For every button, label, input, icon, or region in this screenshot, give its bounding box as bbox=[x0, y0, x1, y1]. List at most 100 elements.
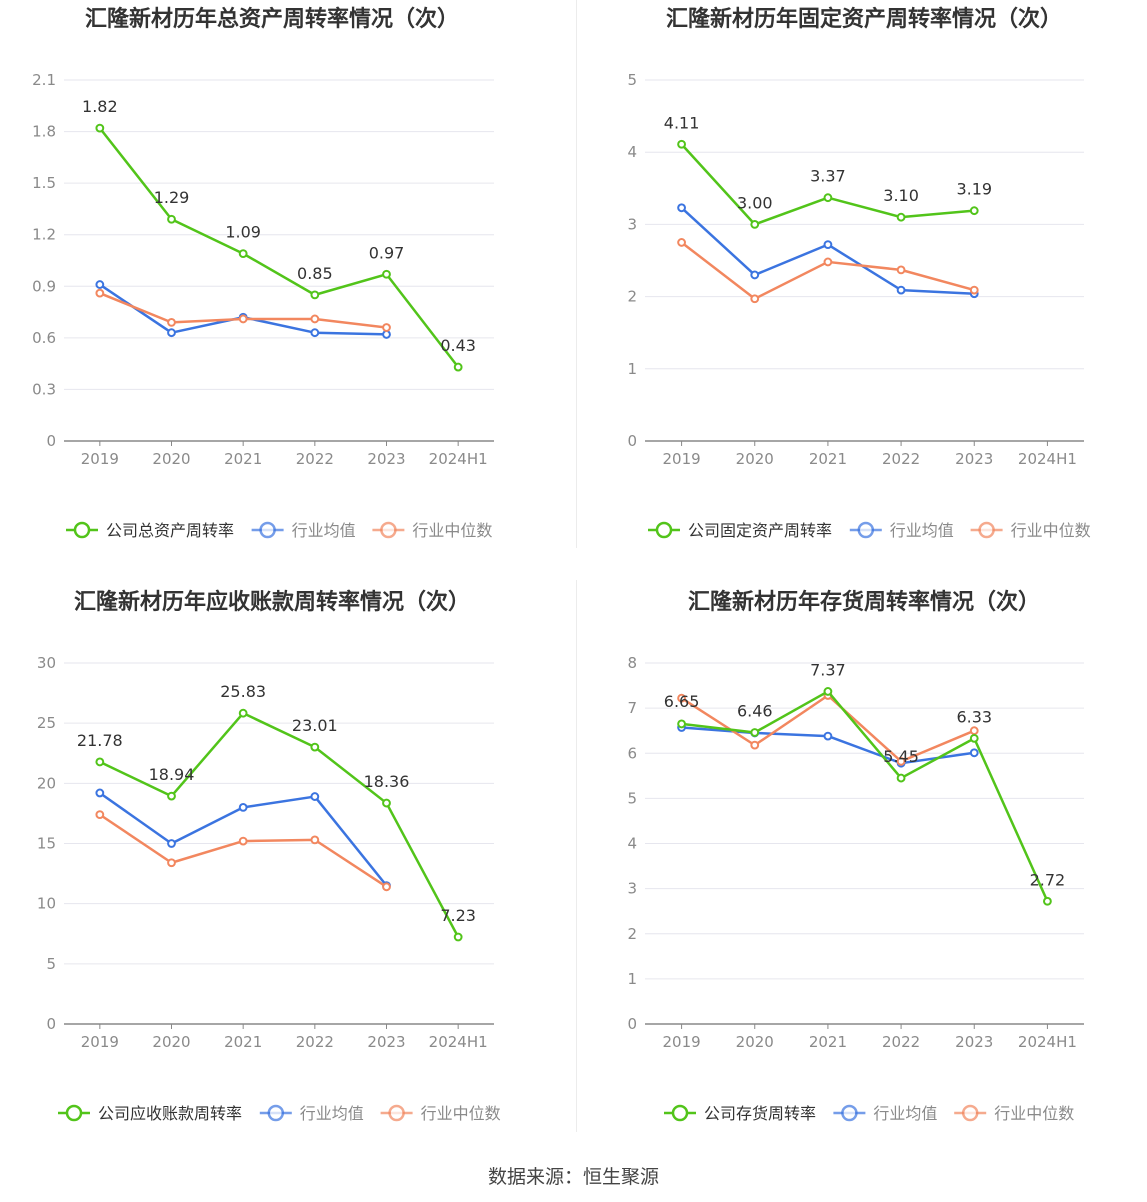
x-tick-label: 2024H1 bbox=[1018, 1033, 1077, 1051]
series-industry_median bbox=[677, 238, 979, 304]
data-point bbox=[238, 803, 248, 812]
legend-item-industry_avg[interactable]: 行业均值 bbox=[259, 1104, 364, 1123]
data-point bbox=[750, 728, 760, 737]
x-tick-label: 2024H1 bbox=[429, 1033, 488, 1051]
data-point bbox=[750, 294, 760, 304]
data-point bbox=[750, 220, 760, 229]
data-point bbox=[969, 726, 979, 736]
legend: 公司总资产周转率 行业均值 行业中位数 bbox=[66, 521, 492, 540]
data-point bbox=[95, 810, 105, 820]
x-tick-label: 2023 bbox=[367, 1033, 405, 1051]
data-point bbox=[453, 932, 463, 942]
y-tick-label: 0 bbox=[627, 432, 637, 450]
data-label: 21.78 bbox=[77, 731, 123, 750]
y-tick-label: 0 bbox=[46, 1015, 56, 1033]
x-tick-label: 2020 bbox=[152, 450, 190, 468]
legend-marker bbox=[380, 521, 397, 539]
legend-marker bbox=[65, 1104, 83, 1122]
data-point bbox=[823, 257, 833, 267]
data-label: 25.83 bbox=[220, 682, 266, 701]
data-point bbox=[677, 238, 686, 247]
legend-item-company[interactable]: 公司应收账款周转率 bbox=[58, 1104, 242, 1123]
legend-item-industry_median[interactable]: 行业中位数 bbox=[970, 521, 1091, 540]
chart-4: 汇隆新材历年存货周转率情况（次） 0 1 2 3 4 5 6 7 8 2019 2020 2021 202… bbox=[627, 589, 1084, 1123]
y-tick-label: 30 bbox=[37, 654, 56, 672]
x-tick-label: 2022 bbox=[296, 450, 334, 468]
data-label: 18.94 bbox=[149, 765, 195, 784]
legend-marker bbox=[671, 1104, 689, 1122]
legend-marker bbox=[857, 521, 875, 539]
y-tick-label: 15 bbox=[37, 835, 56, 853]
data-point bbox=[167, 839, 176, 848]
x-tick-label: 2023 bbox=[955, 1033, 993, 1051]
y-tick-label: 2 bbox=[627, 925, 637, 943]
y-tick-label: 8 bbox=[627, 654, 637, 672]
y-tick-label: 3 bbox=[627, 215, 637, 233]
data-point bbox=[310, 290, 320, 300]
series-company bbox=[677, 139, 979, 229]
data-point bbox=[95, 123, 105, 133]
legend-item-industry_median[interactable]: 行业中位数 bbox=[372, 521, 492, 540]
x-tick-label: 2019 bbox=[662, 450, 700, 468]
data-point bbox=[167, 858, 176, 868]
data-label: 0.43 bbox=[440, 336, 476, 355]
data-point bbox=[750, 270, 760, 280]
x-tick-label: 2020 bbox=[736, 1033, 774, 1051]
vertical-divider-bottom bbox=[576, 580, 577, 1132]
data-point bbox=[823, 731, 833, 741]
legend-label: 公司应收账款周转率 bbox=[98, 1104, 242, 1123]
data-label: 3.37 bbox=[810, 167, 846, 186]
data-point bbox=[896, 212, 906, 222]
data-point bbox=[310, 328, 320, 338]
data-point bbox=[969, 206, 979, 216]
data-label: 1.82 bbox=[82, 97, 118, 116]
data-label: 3.10 bbox=[883, 186, 919, 205]
legend-item-company[interactable]: 公司存货周转率 bbox=[664, 1104, 816, 1123]
x-tick-label: 2023 bbox=[955, 450, 993, 468]
data-point bbox=[167, 317, 176, 327]
data-label: 1.09 bbox=[225, 223, 261, 242]
series-company bbox=[95, 708, 463, 942]
data-point bbox=[1043, 896, 1052, 906]
data-point bbox=[823, 687, 833, 696]
data-point bbox=[95, 757, 105, 767]
chart-1: 汇隆新材历年总资产周转率情况（次） 0 0.3 0.6 0.9 1.2 1.5 1.8 2.1 2… bbox=[32, 6, 494, 540]
data-label: 18.36 bbox=[364, 772, 410, 791]
x-tick-label: 2022 bbox=[296, 1033, 334, 1051]
legend-item-company[interactable]: 公司总资产周转率 bbox=[66, 521, 234, 540]
legend-item-industry_avg[interactable]: 行业均值 bbox=[849, 521, 954, 540]
y-tick-label: 0 bbox=[46, 432, 56, 450]
data-point bbox=[310, 835, 320, 845]
legend-label: 公司总资产周转率 bbox=[106, 521, 234, 540]
data-label: 5.45 bbox=[883, 747, 919, 766]
data-point bbox=[238, 708, 248, 718]
y-tick-label: 6 bbox=[627, 744, 637, 762]
y-tick-label: 25 bbox=[37, 714, 56, 732]
legend-label: 行业均值 bbox=[873, 1104, 937, 1123]
y-tick-label: 2 bbox=[627, 288, 637, 306]
legend-marker bbox=[388, 1104, 405, 1122]
vertical-divider-top bbox=[576, 0, 577, 548]
y-tick-label: 4 bbox=[627, 143, 637, 161]
data-label: 3.19 bbox=[956, 180, 992, 199]
data-point bbox=[823, 240, 833, 250]
y-tick-label: 0.9 bbox=[32, 277, 56, 295]
data-point bbox=[677, 139, 686, 149]
legend-label: 行业中位数 bbox=[412, 521, 492, 540]
x-tick-label: 2020 bbox=[152, 1033, 190, 1051]
series-line bbox=[98, 127, 460, 368]
data-source: 数据来源：恒生聚源 bbox=[487, 1166, 659, 1188]
legend-item-industry_avg[interactable]: 行业均值 bbox=[251, 521, 356, 540]
data-label: 7.23 bbox=[440, 906, 476, 925]
legend-item-industry_median[interactable]: 行业中位数 bbox=[380, 1104, 501, 1123]
chart-2: 汇隆新材历年固定资产周转率情况（次） 0 1 2 3 4 5 2019 2020 2021 2022… bbox=[627, 6, 1090, 540]
x-tick-label: 2021 bbox=[224, 1033, 262, 1051]
data-point bbox=[896, 265, 906, 275]
data-point bbox=[453, 362, 463, 372]
legend-item-company[interactable]: 公司固定资产周转率 bbox=[648, 521, 832, 540]
legend: 公司应收账款周转率 行业均值 行业中位数 bbox=[58, 1104, 501, 1123]
legend-item-industry_avg[interactable]: 行业均值 bbox=[833, 1104, 937, 1123]
legend-item-industry_median[interactable]: 行业中位数 bbox=[954, 1104, 1074, 1123]
data-point bbox=[896, 773, 906, 783]
